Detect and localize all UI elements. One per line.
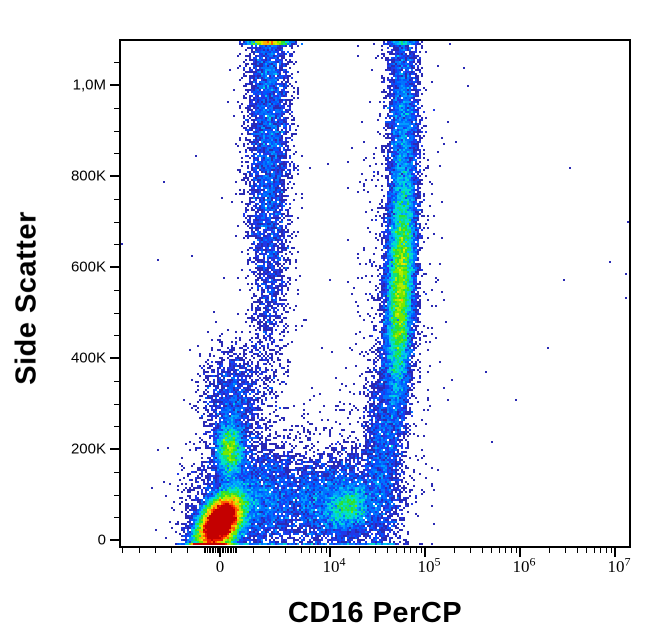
y-tick-label: 600K	[70, 258, 106, 276]
y-tick-label: 0	[97, 531, 106, 549]
x-tick-label: 104	[322, 554, 346, 576]
y-axis-title: Side Scatter	[10, 211, 43, 385]
y-tick-label: 200K	[70, 440, 106, 458]
y-tick-label: 400K	[70, 349, 106, 367]
x-axis-title: CD16 PerCP	[287, 597, 463, 629]
y-tick-label: 800K	[70, 167, 106, 185]
x-tick-label: 106	[512, 554, 536, 576]
x-tick-label: 107	[607, 554, 631, 576]
y-tick-label: 1,0M	[72, 76, 106, 94]
x-tick-label: 105	[417, 554, 441, 576]
x-tick-label: 0	[215, 557, 225, 576]
